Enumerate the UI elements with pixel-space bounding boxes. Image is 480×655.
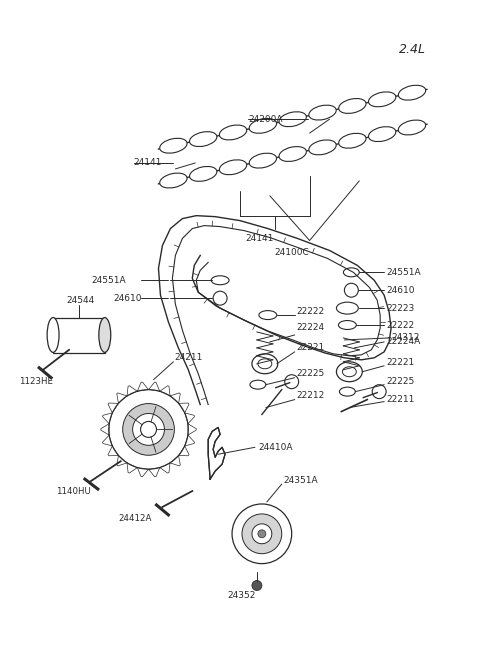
Ellipse shape — [338, 320, 356, 329]
Ellipse shape — [343, 268, 360, 277]
Ellipse shape — [249, 153, 276, 168]
Ellipse shape — [342, 367, 356, 377]
Ellipse shape — [99, 318, 111, 352]
Ellipse shape — [398, 120, 426, 135]
Ellipse shape — [309, 105, 336, 120]
Circle shape — [258, 530, 266, 538]
Text: 22225: 22225 — [386, 377, 414, 386]
Ellipse shape — [219, 160, 247, 175]
Circle shape — [132, 413, 165, 445]
Ellipse shape — [249, 119, 276, 133]
Ellipse shape — [252, 354, 278, 374]
Ellipse shape — [219, 125, 247, 140]
Ellipse shape — [339, 134, 366, 148]
Text: 22221: 22221 — [297, 343, 325, 352]
Circle shape — [213, 291, 227, 305]
Circle shape — [285, 375, 299, 388]
Text: 24351A: 24351A — [284, 476, 318, 485]
Circle shape — [344, 283, 358, 297]
Ellipse shape — [336, 362, 362, 382]
Text: 22222: 22222 — [297, 307, 325, 316]
Ellipse shape — [279, 112, 306, 126]
Text: 24211: 24211 — [174, 353, 203, 362]
Circle shape — [252, 580, 262, 590]
Ellipse shape — [250, 380, 266, 389]
Circle shape — [109, 390, 188, 469]
Text: 22211: 22211 — [386, 395, 415, 404]
Text: 24141: 24141 — [133, 159, 162, 168]
Ellipse shape — [47, 318, 59, 352]
Ellipse shape — [258, 359, 272, 369]
Ellipse shape — [190, 166, 217, 181]
Ellipse shape — [398, 85, 426, 100]
Ellipse shape — [369, 92, 396, 107]
Text: 22221: 22221 — [386, 358, 414, 367]
Text: 24352: 24352 — [228, 591, 256, 600]
Text: 24610: 24610 — [386, 286, 415, 295]
Ellipse shape — [160, 173, 187, 188]
Circle shape — [232, 504, 292, 563]
Text: 24551A: 24551A — [386, 268, 421, 277]
Polygon shape — [208, 428, 225, 479]
Text: 24412A: 24412A — [119, 514, 152, 523]
Ellipse shape — [160, 138, 187, 153]
Text: 24312: 24312 — [391, 333, 420, 343]
Ellipse shape — [339, 387, 355, 396]
Circle shape — [242, 514, 282, 553]
Text: 1140HU: 1140HU — [56, 487, 91, 496]
Text: 24410A: 24410A — [258, 443, 292, 452]
Text: 22224: 22224 — [297, 324, 325, 333]
Circle shape — [372, 384, 386, 399]
Circle shape — [141, 421, 156, 438]
Ellipse shape — [279, 147, 306, 161]
Circle shape — [123, 403, 174, 455]
Circle shape — [252, 524, 272, 544]
Text: 24610: 24610 — [114, 293, 142, 303]
Text: 22223: 22223 — [386, 304, 414, 312]
Text: 24551A: 24551A — [91, 276, 125, 285]
Text: 24141: 24141 — [245, 234, 273, 243]
Text: 22225: 22225 — [297, 369, 325, 378]
Ellipse shape — [309, 140, 336, 155]
Ellipse shape — [369, 126, 396, 141]
Text: 22222: 22222 — [386, 320, 414, 329]
Bar — [53, 318, 105, 353]
Ellipse shape — [339, 98, 366, 113]
Text: 22224A: 22224A — [386, 337, 420, 346]
Text: 24200A: 24200A — [248, 115, 282, 124]
Text: 2.4L: 2.4L — [399, 43, 426, 56]
Text: 24544: 24544 — [66, 295, 94, 305]
Ellipse shape — [259, 310, 277, 320]
Text: 24100C: 24100C — [275, 248, 310, 257]
Ellipse shape — [211, 276, 229, 285]
Ellipse shape — [336, 302, 358, 314]
Text: 22212: 22212 — [297, 391, 325, 400]
Text: 1123HE: 1123HE — [19, 377, 53, 386]
Ellipse shape — [190, 132, 217, 147]
